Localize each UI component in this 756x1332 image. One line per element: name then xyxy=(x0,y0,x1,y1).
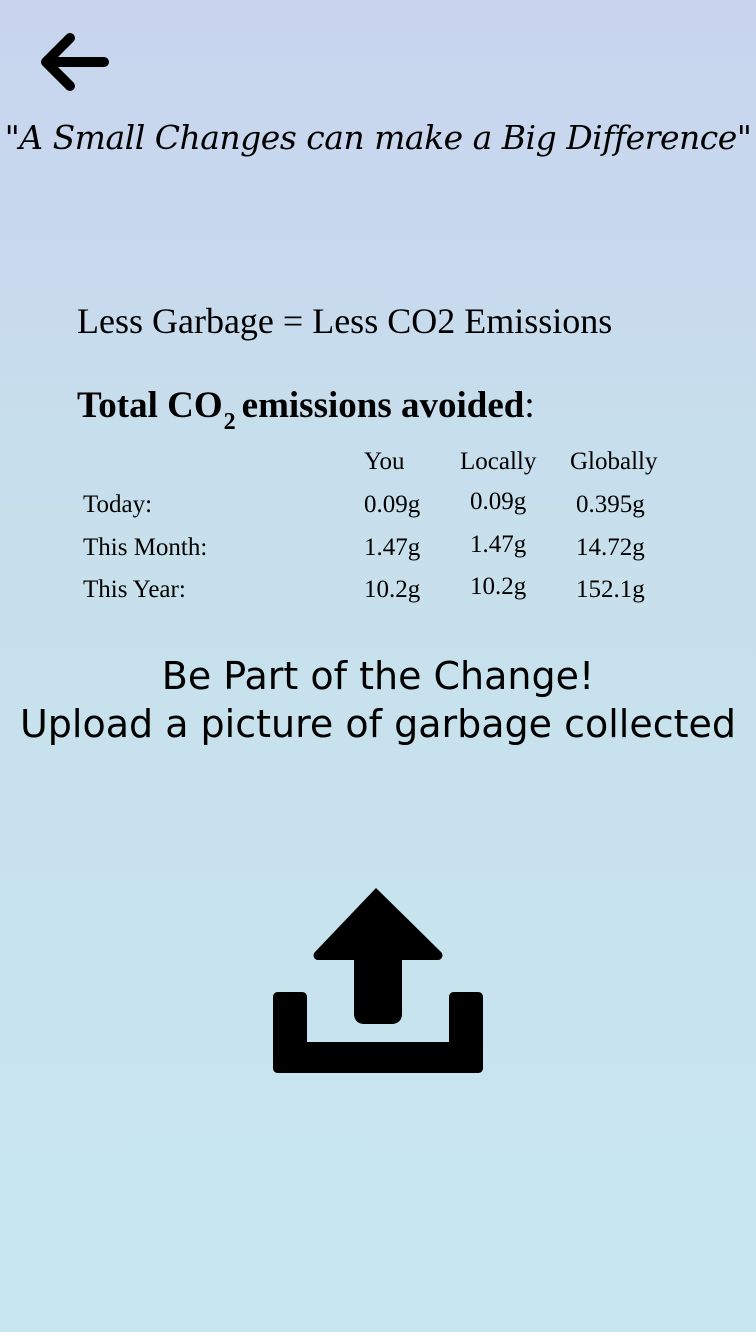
arrow-left-icon xyxy=(41,33,109,91)
year-you-value: 10.2g xyxy=(364,576,421,603)
today-locally-value: 0.09g xyxy=(470,488,527,515)
cta-line-1: Be Part of the Change! xyxy=(161,654,595,698)
emissions-heading: Total CO2 emissions avoided: xyxy=(77,384,535,435)
row-label-this-month: This Month: xyxy=(83,534,208,561)
cta-line-2: Upload a picture of garbage collected xyxy=(19,702,737,746)
month-locally-value: 1.47g xyxy=(470,531,527,558)
heading-rest: emissions avoided xyxy=(241,385,525,426)
row-label-this-year: This Year: xyxy=(83,576,186,603)
slogan: Less Garbage = Less CO2 Emissions xyxy=(77,301,613,341)
upload-icon xyxy=(273,888,483,1073)
heading-colon: : xyxy=(524,385,535,426)
heading-subscript: 2 xyxy=(223,409,236,435)
today-you-value: 0.09g xyxy=(364,491,421,518)
today-globally-value: 0.395g xyxy=(576,491,645,518)
row-label-today: Today: xyxy=(83,491,153,518)
call-to-action: Be Part of the Change! Upload a picture … xyxy=(0,652,756,748)
column-header-locally: Locally xyxy=(460,448,537,475)
upload-button[interactable] xyxy=(272,884,484,1074)
year-locally-value: 10.2g xyxy=(470,573,527,600)
month-you-value: 1.47g xyxy=(364,534,421,561)
year-globally-value: 152.1g xyxy=(576,576,645,603)
heading-main: Total CO xyxy=(77,385,223,426)
column-header-globally: Globally xyxy=(570,448,658,475)
back-button[interactable] xyxy=(38,30,114,94)
quote: "A Small Changes can make a Big Differen… xyxy=(4,118,752,157)
month-globally-value: 14.72g xyxy=(576,534,645,561)
column-header-you: You xyxy=(364,448,405,475)
